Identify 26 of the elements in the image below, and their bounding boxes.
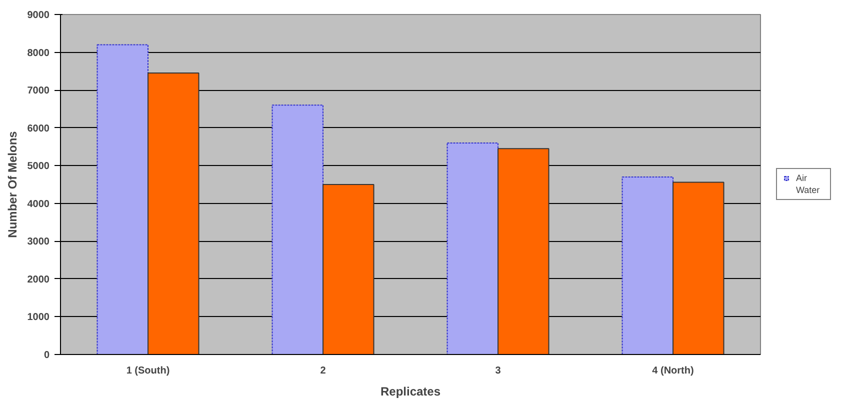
y-tick-label: 3000 — [27, 236, 50, 248]
bar — [148, 72, 200, 354]
bar — [446, 142, 498, 354]
x-tick-label: 4 (North) — [652, 366, 694, 376]
y-tick-label: 0 — [44, 350, 50, 361]
bar — [622, 176, 674, 354]
y-axis-title: Number Of Melons — [5, 130, 20, 238]
y-tick-label: 5000 — [27, 161, 50, 172]
x-axis-title: Replicates — [380, 384, 441, 398]
bar — [498, 148, 550, 354]
bar — [96, 44, 148, 354]
y-tick-label: 2000 — [27, 274, 50, 286]
y-tick-label: 1000 — [27, 312, 50, 324]
bar — [322, 184, 374, 354]
y-tick-label: 9000 — [27, 10, 50, 21]
x-tick-label: 3 — [495, 366, 502, 376]
bar — [672, 182, 724, 354]
y-tick-label: 6000 — [27, 123, 50, 134]
x-tick-label: 2 — [320, 366, 326, 376]
x-tick-label: 1 (South) — [126, 366, 170, 376]
text: Water — [796, 185, 821, 195]
bar — [272, 104, 324, 354]
y-tick-label: 8000 — [27, 48, 50, 59]
legend-label: Air — [796, 173, 808, 183]
y-tick-label: 7000 — [27, 86, 50, 97]
y-tick-label: 4000 — [27, 198, 50, 210]
